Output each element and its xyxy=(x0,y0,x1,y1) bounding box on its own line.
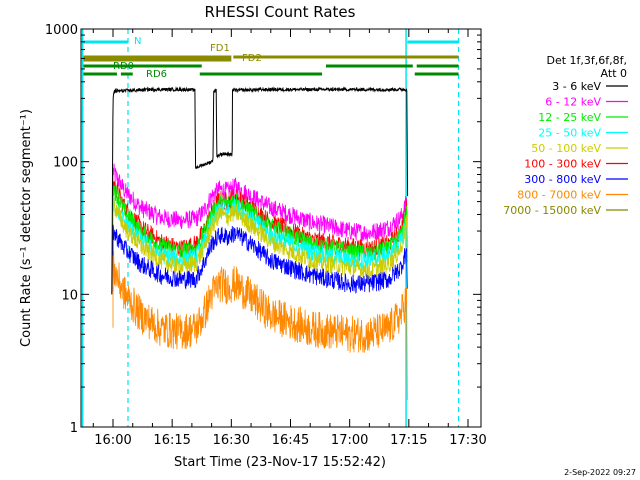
attenuator-marker-n: N xyxy=(134,36,141,47)
y-axis-label: Count Rate (s⁻¹ detector segment⁻¹) xyxy=(19,109,34,347)
attenuator-marker-rd0: RD0 xyxy=(113,61,134,72)
legend-label: 25 - 50 keV xyxy=(538,127,601,140)
legend: Det 1f,3f,6f,8f,Att 03 - 6 keV 6 - 12 keV… xyxy=(503,54,628,217)
x-tick-label: 17:15 xyxy=(390,433,427,448)
series-line-50_100keV xyxy=(112,198,408,280)
y-tick-label: 1000 xyxy=(45,23,78,38)
legend-label: 12 - 25 keV xyxy=(538,111,601,124)
date-stamp: 2-Sep-2022 09:27 xyxy=(564,468,636,477)
series-line-300_800keV xyxy=(112,224,408,294)
attenuator-marker-fd2: FD2 xyxy=(242,53,262,64)
series-line-6_12keV xyxy=(112,163,408,243)
y-tick-label: 100 xyxy=(53,156,78,171)
x-axis: 16:00 16:15 16:30 16:45 17:00 17:15 17:30 xyxy=(92,29,487,448)
y-axis: 1 10 100 1000 xyxy=(45,23,481,436)
x-tick-label: 17:00 xyxy=(331,433,368,448)
legend-label: 100 - 300 keV xyxy=(524,158,601,171)
x-tick-label: 17:30 xyxy=(449,433,486,448)
legend-label: 800 - 7000 keV xyxy=(517,189,601,202)
plot-area: N FD1 FD2 RD0 RD6 xyxy=(81,29,460,427)
x-tick-label: 16:15 xyxy=(153,433,190,448)
legend-label: 6 - 12 keV xyxy=(545,96,601,109)
legend-header-0: Det 1f,3f,6f,8f, xyxy=(546,54,627,67)
legend-label: 7000 - 15000 keV xyxy=(503,204,601,217)
series-line-3_6keV xyxy=(111,86,409,295)
plot-frame xyxy=(80,28,482,428)
legend-label: 50 - 100 keV xyxy=(531,142,601,155)
legend-label: 300 - 800 keV xyxy=(524,173,601,186)
y-tick-label: 1 xyxy=(70,421,78,436)
attenuator-marker-fd1: FD1 xyxy=(210,43,230,54)
attenuator-marker-rd6: RD6 xyxy=(146,69,167,80)
series-line-800_7000keV xyxy=(112,250,408,400)
x-axis-label: Start Time (23-Nov-17 15:52:42) xyxy=(174,455,386,470)
x-tick-label: 16:45 xyxy=(272,433,309,448)
chart-title: RHESSI Count Rates xyxy=(205,3,356,21)
legend-header-1: Att 0 xyxy=(601,67,627,80)
legend-label: 3 - 6 keV xyxy=(552,80,601,93)
x-tick-label: 16:00 xyxy=(94,433,131,448)
x-tick-label: 16:30 xyxy=(213,433,250,448)
y-tick-label: 10 xyxy=(61,288,78,303)
